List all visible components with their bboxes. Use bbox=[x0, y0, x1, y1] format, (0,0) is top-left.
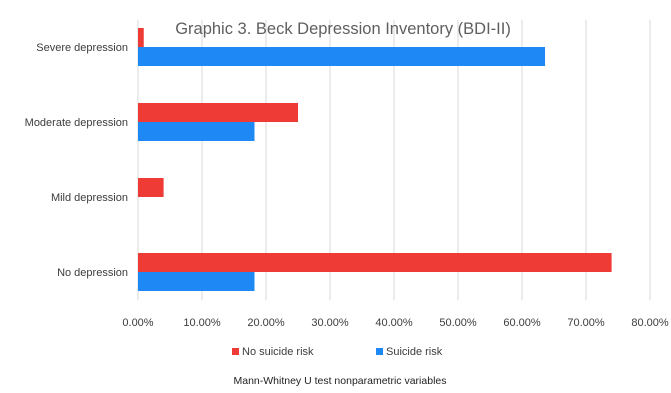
x-tick-label: 40.00% bbox=[375, 317, 413, 329]
label-layer: 0.00% 10.00% 20.00% 30.00% 40.00% 50.00% 60.00… bbox=[25, 42, 669, 329]
chart-footnote: Mann-Whitney U test nonparametric variab… bbox=[233, 375, 446, 387]
category-label: Severe depression bbox=[36, 42, 128, 54]
bar-suicide-risk bbox=[138, 272, 255, 291]
x-tick-label: 80.00% bbox=[631, 317, 669, 329]
x-tick-label: 20.00% bbox=[247, 317, 285, 329]
chart-title: Graphic 3. Beck Depression Inventory (BD… bbox=[175, 20, 511, 38]
bar-suicide-risk bbox=[138, 122, 255, 141]
bar-no-suicide-risk bbox=[138, 178, 164, 197]
x-tick-label: 60.00% bbox=[503, 317, 541, 329]
category-label: No depression bbox=[57, 267, 128, 279]
legend-item: No suicide risk bbox=[232, 346, 314, 358]
bar-no-suicide-risk bbox=[138, 28, 144, 47]
legend: No suicide risk Suicide risk bbox=[232, 346, 443, 358]
bar-no-suicide-risk bbox=[138, 103, 298, 122]
category-label: Mild depression bbox=[51, 192, 128, 204]
x-tick-label: 10.00% bbox=[183, 317, 221, 329]
x-tick-label: 50.00% bbox=[439, 317, 477, 329]
legend-swatch bbox=[232, 348, 239, 355]
category-label: Moderate depression bbox=[25, 117, 128, 129]
legend-label: No suicide risk bbox=[242, 346, 314, 358]
x-tick-label: 0.00% bbox=[122, 317, 153, 329]
legend-swatch bbox=[376, 348, 383, 355]
legend-item: Suicide risk bbox=[376, 346, 443, 358]
legend-label: Suicide risk bbox=[386, 346, 443, 358]
x-tick-label: 30.00% bbox=[311, 317, 349, 329]
bar-no-suicide-risk bbox=[138, 253, 612, 272]
bar-suicide-risk bbox=[138, 47, 546, 66]
x-tick-label: 70.00% bbox=[567, 317, 605, 329]
bar-layer bbox=[138, 28, 612, 291]
